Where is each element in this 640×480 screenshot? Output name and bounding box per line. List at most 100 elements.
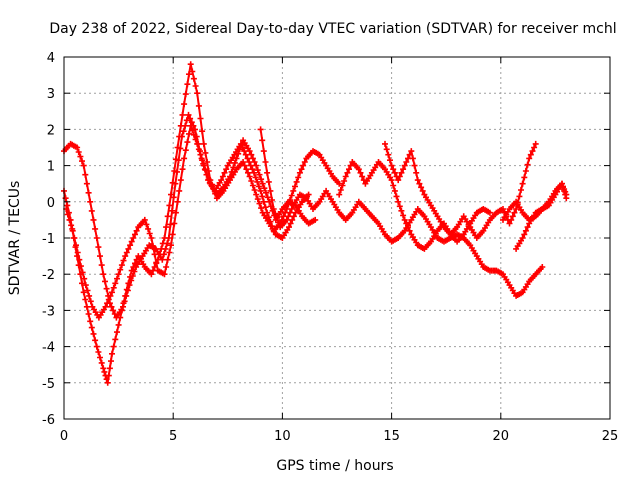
data-point (253, 162, 260, 169)
data-point (77, 153, 84, 160)
data-point (344, 169, 351, 176)
data-point (264, 169, 271, 176)
data-point (390, 182, 397, 189)
y-tick-label: -6 (42, 413, 55, 428)
data-point (336, 191, 343, 198)
series-arc2 (61, 61, 312, 386)
data-point (83, 180, 90, 187)
data-point (130, 264, 137, 270)
data-point (521, 174, 528, 181)
data-point (148, 271, 155, 278)
axis-ticks: 0 5 10 15 20 25 -6 -5 -4 -3 -2 -1 0 1 2 3 4 (42, 51, 618, 444)
data-point (187, 122, 194, 129)
x-tick-label: 15 (383, 429, 400, 444)
data-point (247, 162, 254, 169)
data-point (194, 90, 201, 97)
data-point (245, 169, 251, 176)
data-point (120, 300, 127, 307)
data-point (405, 224, 411, 231)
data-point (82, 282, 89, 289)
data-point (185, 111, 192, 118)
data-point (107, 292, 114, 299)
data-point (83, 303, 90, 310)
data-point (184, 81, 191, 88)
data-point (85, 311, 92, 317)
data-point (560, 184, 566, 191)
data-point (241, 148, 248, 155)
data-point (69, 227, 76, 234)
data-point (145, 225, 152, 232)
data-point (73, 242, 79, 249)
chart-title: Day 238 of 2022, Sidereal Day-to-day VTE… (49, 21, 616, 37)
data-point (199, 157, 206, 164)
data-point (106, 365, 113, 372)
data-point (273, 215, 280, 222)
data-point (159, 240, 166, 247)
data-point (246, 148, 253, 155)
data-point (130, 235, 137, 241)
data-point (110, 284, 117, 291)
data-point (385, 151, 392, 158)
data-point (254, 167, 261, 174)
data-point (108, 303, 115, 310)
data-point (122, 253, 129, 260)
data-point (169, 231, 176, 238)
data-point (85, 189, 92, 196)
data-point (260, 148, 267, 155)
data-point (125, 280, 132, 287)
data-point (90, 216, 97, 223)
data-point (192, 136, 199, 143)
data-point (312, 216, 319, 223)
x-tick-label: 0 (60, 429, 68, 444)
data-point (357, 169, 364, 176)
data-point (118, 262, 125, 269)
data-point (168, 242, 174, 249)
data-point (109, 350, 115, 357)
data-point (68, 222, 75, 229)
data-point (182, 147, 189, 154)
data-point (382, 140, 388, 147)
data-point (390, 166, 397, 173)
data-point (256, 171, 263, 178)
data-point (82, 296, 89, 303)
data-point (97, 354, 103, 361)
data-point (355, 166, 362, 173)
data-point (563, 195, 570, 202)
data-point (387, 157, 393, 164)
data-point (76, 256, 83, 263)
data-point (292, 183, 298, 190)
data-point (287, 220, 294, 227)
data-point (257, 126, 264, 133)
data-point (522, 168, 529, 174)
x-tick-label: 25 (602, 429, 619, 444)
data-point (527, 151, 534, 158)
data-point (253, 191, 260, 198)
y-tick-label: 1 (47, 160, 55, 175)
data-point (249, 155, 256, 162)
data-point (526, 155, 533, 162)
data-point (516, 193, 523, 200)
data-point (508, 216, 515, 223)
data-point (174, 198, 181, 205)
data-point (80, 289, 87, 296)
data-point (195, 146, 202, 153)
data-point (132, 231, 138, 238)
data-point (283, 216, 290, 223)
data-point (133, 256, 140, 263)
data-point (254, 178, 261, 185)
data-point (101, 368, 108, 375)
data-point (132, 260, 138, 267)
data-point (296, 169, 303, 176)
data-point (80, 162, 87, 169)
data-point (82, 171, 89, 178)
data-point (179, 111, 186, 118)
data-point (342, 173, 349, 180)
data-point (286, 224, 292, 231)
data-point (408, 148, 415, 155)
y-tick-label: 2 (47, 123, 55, 138)
data-point (233, 155, 240, 162)
data-point (242, 151, 249, 158)
data-point (391, 187, 398, 194)
data-point (337, 187, 344, 193)
data-point (103, 376, 110, 383)
